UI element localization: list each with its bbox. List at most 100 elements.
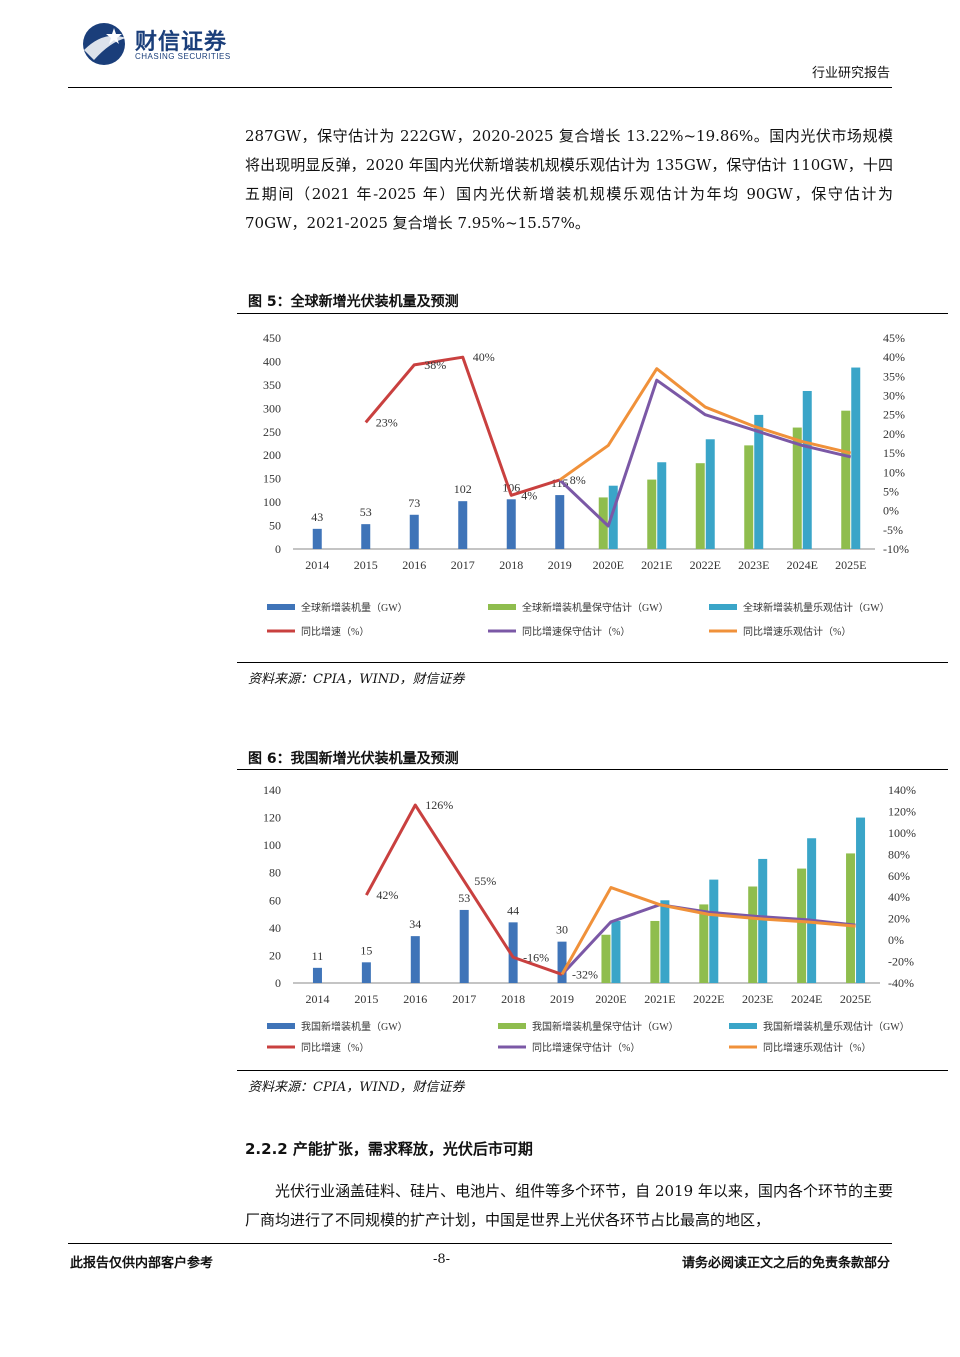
x-tick-label: 2014	[305, 992, 329, 1006]
figure-6-top-rule	[237, 769, 948, 770]
y2-tick-label: 30%	[883, 389, 905, 403]
legend-swatch	[267, 1023, 295, 1029]
y2-tick-label: 20%	[888, 912, 910, 926]
y2-tick-label: -5%	[883, 523, 903, 537]
bar-2016	[410, 936, 420, 983]
line-data-label: 55%	[474, 874, 496, 888]
x-tick-label: 2022E	[693, 992, 724, 1006]
y-tick-label: 80	[269, 866, 281, 880]
line-data-label: 126%	[425, 798, 453, 812]
bar-2020E	[601, 934, 611, 983]
page-header: 财信证券 CHASING SECURITIES 行业研究报告	[0, 0, 960, 92]
series-line	[365, 803, 563, 976]
bar-2020E	[611, 920, 621, 983]
figure-5-bottom-rule	[237, 662, 948, 663]
bar-2019	[557, 941, 567, 983]
line-data-label: -16%	[523, 950, 549, 964]
bar-2015	[361, 962, 371, 983]
bar-2015	[361, 524, 371, 549]
logo-emblem-icon	[83, 23, 126, 65]
figure-5-title: 图 5：全球新增光伏装机量及预测	[248, 294, 459, 310]
x-tick-label: 2023E	[738, 558, 769, 572]
x-tick-label: 2018	[499, 558, 523, 572]
footer-notice: 请务必阅读正文之后的免责条款部分	[681, 1256, 890, 1271]
y2-tick-label: 100%	[888, 826, 916, 840]
bar-data-label: 102	[454, 482, 472, 496]
bar-2014	[312, 528, 322, 549]
legend-label: 同比增速（%）	[301, 625, 369, 638]
y-tick-label: 350	[263, 378, 281, 392]
legend-label: 同比增速保守估计（%）	[522, 625, 630, 638]
bar-data-label: 30	[556, 923, 568, 937]
x-tick-label: 2021E	[641, 558, 672, 572]
bar-2025E	[856, 817, 866, 983]
x-tick-label: 2017	[452, 992, 476, 1006]
y-tick-label: 100	[263, 838, 281, 852]
y-tick-label: 450	[263, 331, 281, 345]
x-tick-label: 2016	[403, 992, 427, 1006]
x-tick-label: 2016	[402, 558, 426, 572]
y-tick-label: 0	[275, 542, 281, 556]
bar-2022E	[695, 463, 705, 549]
bar-2023E	[748, 886, 758, 983]
x-tick-label: 2021E	[644, 992, 675, 1006]
x-tick-label: 2023E	[742, 992, 773, 1006]
line-data-label: 4%	[521, 488, 537, 502]
legend-swatch	[709, 604, 737, 610]
bar-data-label: 11	[312, 949, 324, 963]
bar-2014	[312, 967, 322, 983]
legend-label: 同比增速乐观估计（%）	[743, 625, 851, 638]
bar-data-label: 115	[551, 476, 569, 490]
y-tick-label: 50	[269, 519, 281, 533]
section-text: 光伏行业涵盖硅料、硅片、电池片、组件等多个环节，自 2019 年以来，国内各个环…	[245, 1182, 893, 1229]
bar-2022E	[705, 439, 715, 549]
y2-tick-label: 40%	[888, 890, 910, 904]
y2-tick-label: 25%	[883, 408, 905, 422]
y2-tick-label: 45%	[883, 331, 905, 345]
legend-label: 全球新增装机量（GW）	[301, 601, 408, 614]
y2-tick-label: -20%	[888, 955, 914, 969]
bar-data-label: 43	[311, 510, 323, 524]
legend-label: 同比增速（%）	[301, 1041, 369, 1054]
y2-tick-label: 0%	[888, 933, 904, 947]
series-line	[560, 886, 856, 976]
footer-divider	[68, 1243, 892, 1244]
bar-2019	[555, 495, 565, 549]
y-tick-label: 300	[263, 401, 281, 415]
x-tick-label: 2025E	[835, 558, 866, 572]
bar-2023E	[754, 414, 764, 549]
page-number: -8-	[433, 1252, 451, 1267]
y2-tick-label: 80%	[888, 847, 910, 861]
x-tick-label: 2024E	[787, 558, 818, 572]
figure-6-source: 资料来源：CPIA，WIND，财信证券	[248, 1080, 465, 1095]
y-tick-label: 100	[263, 495, 281, 509]
intro-paragraph: 287GW，保守估计为 222GW，2020-2025 复合增长 13.22%~…	[245, 122, 893, 238]
logo-english-name: CHASING SECURITIES	[135, 52, 231, 61]
legend-label: 我国新增装机量（GW）	[301, 1020, 408, 1033]
x-tick-label: 2025E	[840, 992, 871, 1006]
y2-tick-label: -40%	[888, 976, 914, 990]
x-tick-label: 2015	[354, 992, 378, 1006]
bar-2017	[459, 909, 469, 983]
company-logo: 财信证券 CHASING SECURITIES	[80, 20, 255, 68]
series-line	[364, 355, 561, 497]
line-data-label: 38%	[424, 358, 446, 372]
header-divider	[68, 87, 892, 88]
line-data-label: 23%	[376, 415, 398, 429]
figure-6-bottom-rule	[237, 1070, 948, 1071]
figure-6-chart: 0 20 40 60 80 100 120 140 -40% -20% 0% 20% 40% 60% 80%…	[237, 774, 948, 1073]
bar-data-label: 53	[458, 891, 470, 905]
x-tick-label: 2014	[305, 558, 329, 572]
y2-tick-label: 35%	[883, 369, 905, 383]
logo-chinese-name: 财信证券	[135, 30, 228, 55]
y2-tick-label: 120%	[888, 804, 916, 818]
bar-2021E	[650, 920, 660, 983]
bar-2025E	[841, 410, 851, 549]
figure-5-source: 资料来源：CPIA，WIND，财信证券	[248, 672, 465, 687]
line-data-label: 42%	[376, 888, 398, 902]
y2-tick-label: -10%	[883, 542, 909, 556]
intro-text: 287GW，保守估计为 222GW，2020-2025 复合增长 13.22%~…	[245, 127, 893, 232]
x-tick-label: 2018	[501, 992, 525, 1006]
line-data-label: -32%	[572, 967, 598, 981]
china-installations-chart: 0 20 40 60 80 100 120 140 -40% -20% 0% 20% 40% 60% 80%…	[263, 783, 916, 1054]
